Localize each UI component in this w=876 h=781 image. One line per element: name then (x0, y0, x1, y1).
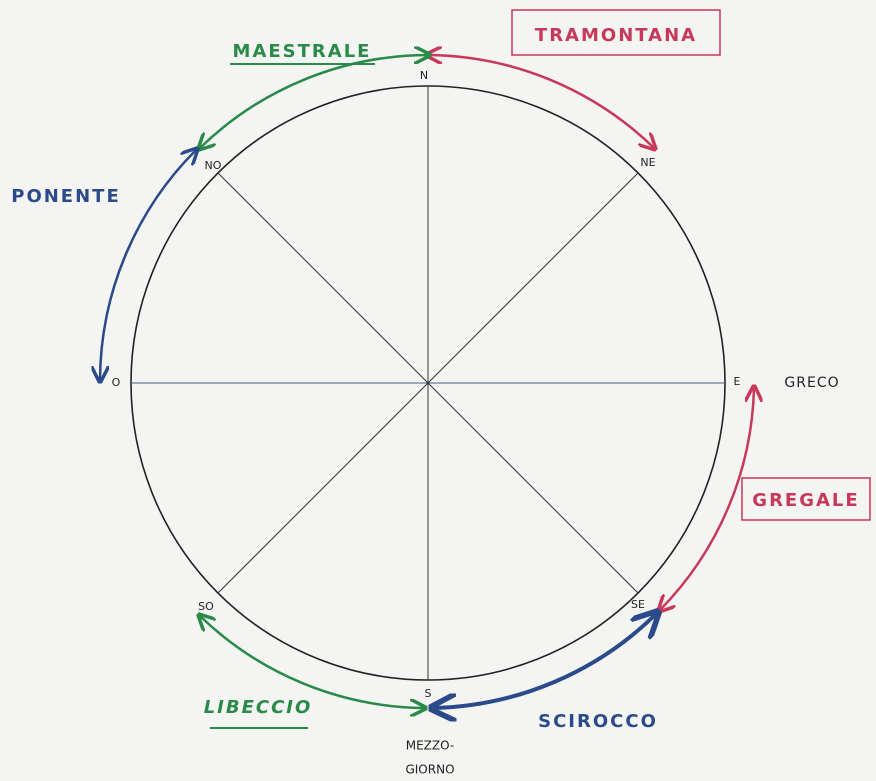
compass-lines (131, 86, 725, 680)
wind-label: TRAMONTANA (535, 25, 697, 46)
arc-libeccio (200, 616, 424, 708)
point-label: E (734, 375, 741, 388)
mezzogiorno-label: MEZZO- (406, 739, 455, 753)
line-ne-so (217, 172, 639, 594)
arc-scirocco (434, 614, 656, 708)
wind-label: LIBECCIO (204, 697, 313, 718)
arc-maestrale (200, 55, 428, 148)
tramontana-box (511, 9, 721, 56)
arc-ponente (100, 150, 196, 380)
mezzogiorno-label: GIORNO (405, 763, 454, 777)
gregale-box (741, 477, 871, 521)
point-label: SO (198, 600, 214, 613)
wind-label: GREGALE (752, 490, 859, 511)
point-label: NE (640, 156, 655, 169)
greco-label: GRECO (784, 375, 839, 391)
point-label: O (112, 376, 121, 389)
point-label: NO (205, 159, 222, 172)
arc-tramontana (428, 55, 654, 148)
wind-label: MAESTRALE (233, 41, 372, 62)
arc-gregale (660, 388, 754, 610)
point-label: SE (631, 598, 645, 611)
wind-label: SCIROCCO (538, 711, 658, 732)
wind-arcs (100, 55, 754, 708)
wind-label: PONENTE (11, 186, 121, 207)
point-label: N (420, 69, 428, 82)
point-label: S (425, 687, 432, 700)
